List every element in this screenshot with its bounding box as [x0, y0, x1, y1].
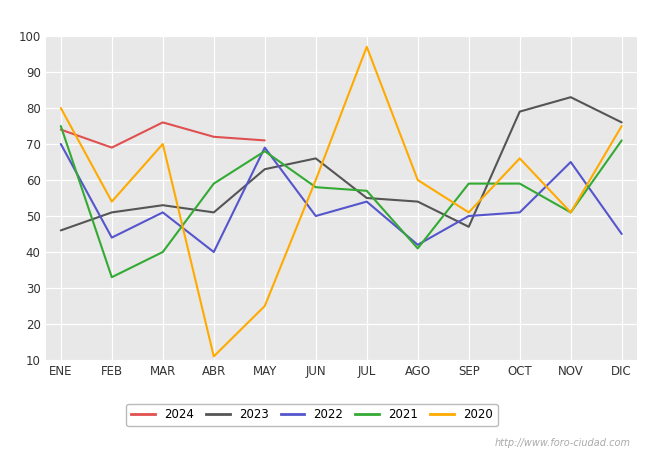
- Text: http://www.foro-ciudad.com: http://www.foro-ciudad.com: [495, 438, 630, 448]
- Text: Matriculaciones de Vehiculos en Alcantarilla: Matriculaciones de Vehiculos en Alcantar…: [157, 10, 493, 26]
- Legend: 2024, 2023, 2022, 2021, 2020: 2024, 2023, 2022, 2021, 2020: [127, 404, 497, 426]
